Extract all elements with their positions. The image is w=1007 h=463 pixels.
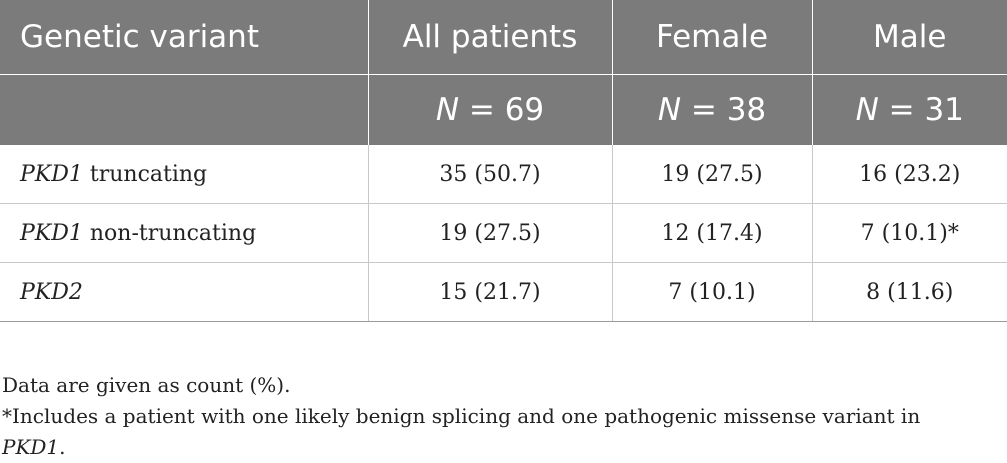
all-patients-cell: 15 (21.7) bbox=[367, 262, 612, 322]
variant-table: Genetic variant All patients Female Male… bbox=[0, 0, 1007, 322]
header-n-all: N = 69 bbox=[367, 74, 612, 145]
header-n-male: N = 31 bbox=[811, 74, 1007, 145]
female-cell: 19 (27.5) bbox=[611, 145, 812, 204]
header-genetic-variant: Genetic variant bbox=[0, 0, 368, 75]
header-male: Male bbox=[811, 0, 1007, 75]
header-empty-cell bbox=[0, 74, 368, 145]
variant-cell: PKD1 truncating bbox=[0, 145, 368, 204]
male-cell: 8 (11.6) bbox=[811, 262, 1007, 322]
header-female: Female bbox=[611, 0, 812, 75]
header-n-row: N = 69 N = 38 N = 31 bbox=[0, 74, 1007, 145]
female-cell: 7 (10.1) bbox=[611, 262, 812, 322]
footnote-data-format: Data are given as count (%). bbox=[2, 373, 291, 397]
all-patients-cell: 19 (27.5) bbox=[367, 203, 612, 263]
footnote-asterisk-continuation: PKD1. bbox=[2, 435, 66, 459]
variant-cell: PKD1 non-truncating bbox=[0, 203, 368, 263]
table-row: PKD1 truncating 35 (50.7) 19 (27.5) 16 (… bbox=[0, 145, 1007, 204]
male-cell: 7 (10.1)* bbox=[811, 203, 1007, 263]
table-row: PKD1 non-truncating 19 (27.5) 12 (17.4) … bbox=[0, 203, 1007, 263]
female-cell: 12 (17.4) bbox=[611, 203, 812, 263]
male-cell: 16 (23.2) bbox=[811, 145, 1007, 204]
table-row: PKD2 15 (21.7) 7 (10.1) 8 (11.6) bbox=[0, 262, 1007, 322]
header-row: Genetic variant All patients Female Male bbox=[0, 0, 1007, 75]
all-patients-cell: 35 (50.7) bbox=[367, 145, 612, 204]
header-all-patients: All patients bbox=[367, 0, 612, 75]
variant-cell: PKD2 bbox=[0, 262, 368, 322]
footnote-asterisk: *Includes a patient with one likely beni… bbox=[2, 404, 921, 428]
table-footnotes: Data are given as count (%). *Includes a… bbox=[2, 370, 1002, 463]
header-n-female: N = 38 bbox=[611, 74, 812, 145]
